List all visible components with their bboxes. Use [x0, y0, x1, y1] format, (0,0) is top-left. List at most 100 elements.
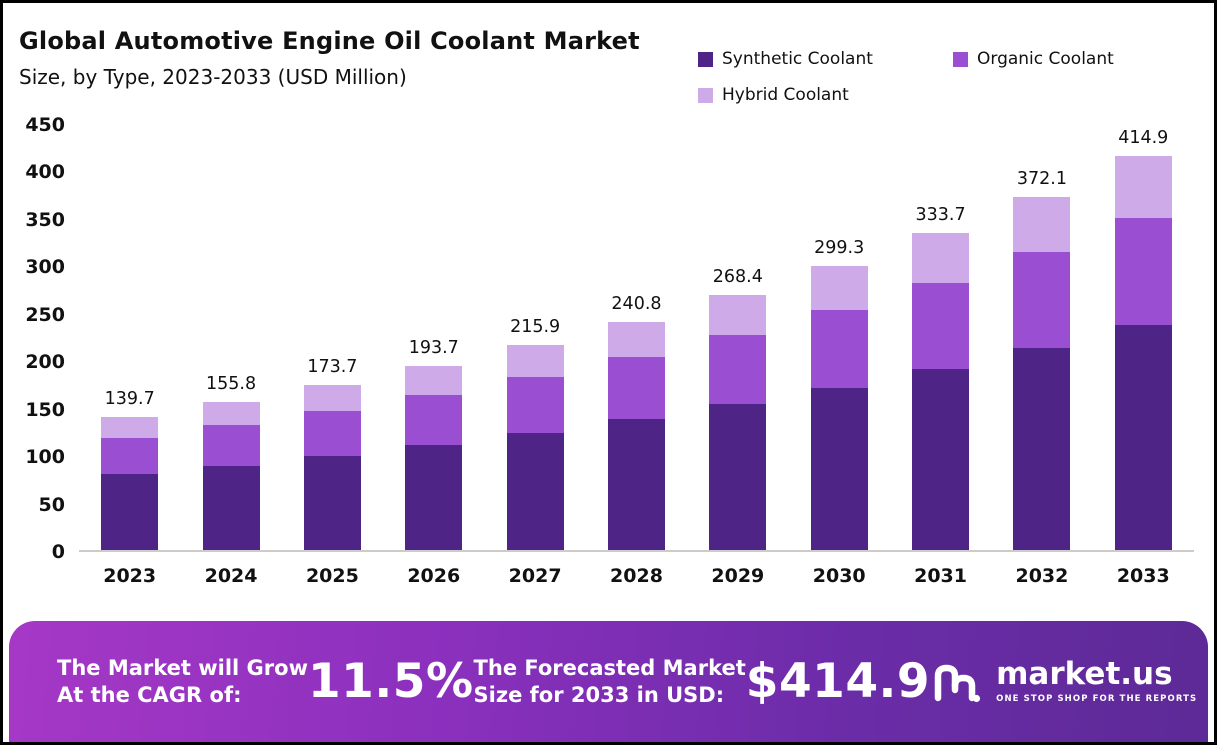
x-axis-label: 2029 [711, 565, 765, 587]
legend-item: Hybrid Coolant [698, 85, 953, 105]
bar-segment-hybrid-coolant [912, 233, 970, 283]
bar-total-label: 139.7 [104, 389, 155, 410]
bar-segment-synthetic-coolant [202, 465, 260, 550]
bar-segment-hybrid-coolant [405, 366, 463, 395]
x-axis-label: 2026 [407, 565, 461, 587]
bar-segment-synthetic-coolant [303, 455, 361, 550]
bar-segment-synthetic-coolant [607, 419, 665, 550]
bar-stack [405, 366, 463, 550]
forecast-label-line1: The Forecasted Market [473, 656, 746, 681]
x-axis-label: 2024 [204, 565, 258, 587]
y-tick-label: 300 [25, 256, 65, 279]
bar-segment-synthetic-coolant [506, 432, 564, 550]
y-tick-label: 150 [25, 398, 65, 421]
x-axis-label: 2028 [610, 565, 663, 587]
bar-stack [101, 417, 159, 550]
bar-column-2026: 193.7 [383, 125, 484, 550]
legend-label: Organic Coolant [977, 49, 1114, 69]
bar-segment-organic-coolant [405, 394, 463, 445]
x-axis-label: 2023 [103, 565, 157, 587]
bar-stack [607, 321, 665, 550]
y-tick-label: 100 [25, 446, 65, 469]
forecast-value: $414.9 [745, 654, 931, 709]
y-axis: 0 50 100 150 200 250 300 350 400 450 [17, 114, 79, 563]
bar-segment-hybrid-coolant [709, 295, 767, 335]
bar-stack [506, 345, 564, 550]
legend-swatch [953, 51, 968, 67]
bar-total-label: 299.3 [814, 238, 865, 259]
cagr-label-line2: At the CAGR of: [57, 682, 242, 707]
x-axis-label: 2025 [305, 565, 359, 587]
bar-total-label: 193.7 [408, 338, 459, 359]
marketus-logo-icon [934, 664, 981, 702]
bar-segment-synthetic-coolant [912, 369, 970, 550]
legend: Synthetic Coolant Organic Coolant Hybrid C… [698, 49, 1178, 105]
cagr-label: The Market will Grow At the CAGR of: [57, 655, 308, 708]
page-title: Global Automotive Engine Oil Coolant Mar… [19, 27, 640, 55]
bar-column-2032: 372.1 [991, 125, 1092, 550]
legend-swatch [698, 51, 713, 67]
y-tick-label: 250 [25, 303, 65, 326]
bar-segment-synthetic-coolant [810, 387, 868, 550]
y-tick-label: 400 [25, 161, 65, 184]
x-axis-label: 2027 [508, 565, 562, 587]
forecast-label: The Forecasted Market Size for 2033 in U… [474, 655, 746, 708]
bar-segment-hybrid-coolant [1013, 197, 1071, 253]
bar-segment-hybrid-coolant [607, 321, 665, 358]
y-tick-label: 450 [25, 114, 65, 136]
y-tick-label: 350 [25, 208, 65, 231]
bars-row: 139.7 155.8 173.7 193.7 215.9 240.8 268.4 299.3… [79, 125, 1194, 550]
legend-label: Hybrid Coolant [722, 85, 849, 105]
bar-segment-organic-coolant [303, 410, 361, 456]
bar-total-label: 155.8 [205, 374, 257, 395]
bar-segment-synthetic-coolant [405, 445, 463, 550]
x-axis-label: 2030 [812, 565, 866, 587]
y-tick-label: 0 [51, 541, 65, 563]
forecast-label-line2: Size for 2033 in USD: [473, 682, 725, 707]
bar-total-label: 414.9 [1118, 128, 1169, 149]
cagr-label-line1: The Market will Grow [57, 656, 308, 681]
bar-segment-synthetic-coolant [101, 474, 159, 550]
footer-banner: The Market will Grow At the CAGR of: 11.… [9, 621, 1208, 742]
bar-column-2031: 333.7 [890, 125, 991, 550]
bar-segment-hybrid-coolant [506, 345, 564, 378]
legend-item: Synthetic Coolant [698, 49, 953, 69]
bar-total-label: 333.7 [915, 205, 966, 226]
page-subtitle: Size, by Type, 2023-2033 (USD Million) [19, 65, 407, 89]
legend-item: Organic Coolant [953, 49, 1178, 69]
bar-stack [810, 266, 868, 550]
bar-segment-synthetic-coolant [1114, 325, 1172, 550]
bar-segment-organic-coolant [506, 377, 564, 433]
bar-segment-organic-coolant [101, 438, 159, 475]
plot-area: 139.7 155.8 173.7 193.7 215.9 240.8 268.4 299.3… [79, 125, 1194, 552]
bar-column-2030: 299.3 [789, 125, 890, 550]
brand-name: market.us [996, 656, 1173, 693]
cagr-value: 11.5% [307, 654, 474, 709]
bar-total-label: 268.4 [712, 267, 763, 288]
bar-total-label: 372.1 [1016, 169, 1067, 190]
bar-segment-synthetic-coolant [709, 404, 767, 550]
bar-segment-hybrid-coolant [101, 417, 159, 439]
bar-column-2025: 173.7 [282, 125, 383, 550]
bar-segment-organic-coolant [1013, 252, 1071, 349]
bar-segment-hybrid-coolant [303, 385, 361, 411]
bar-segment-organic-coolant [202, 425, 260, 466]
bar-segment-hybrid-coolant [810, 266, 868, 311]
bar-total-label: 173.7 [307, 357, 358, 378]
x-labels: 2023 2024 2025 2026 2027 2028 2029 2030 2031 2032… [79, 565, 1194, 587]
bar-column-2027: 215.9 [484, 125, 585, 550]
x-axis-label: 2033 [1116, 565, 1170, 587]
bar-stack [912, 233, 970, 550]
bar-stack [1114, 156, 1172, 550]
bar-column-2028: 240.8 [586, 125, 687, 550]
bar-stack [1013, 197, 1071, 550]
bar-segment-organic-coolant [607, 357, 665, 420]
bar-segment-organic-coolant [709, 334, 767, 405]
bar-stack [709, 295, 767, 550]
brand-text: market.us ONE STOP SHOP FOR THE REPORTS [996, 659, 1197, 704]
bar-stack [303, 385, 361, 550]
chart: 0 50 100 150 200 250 300 350 400 450 139.7 155.8 17… [17, 114, 1194, 563]
x-axis-label: 2031 [914, 565, 967, 587]
bar-segment-synthetic-coolant [1013, 348, 1071, 550]
